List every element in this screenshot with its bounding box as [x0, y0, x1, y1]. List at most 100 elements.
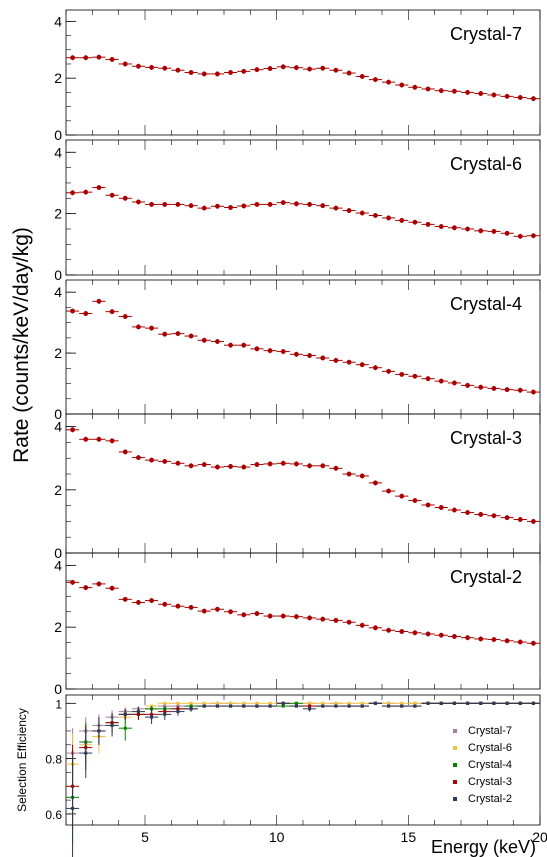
data-point [452, 380, 457, 386]
data-point [321, 701, 325, 705]
data-point [136, 710, 140, 714]
data-point [478, 91, 484, 96]
panel-title: Crystal-2 [450, 567, 522, 587]
data-point [71, 806, 75, 810]
data-point [254, 202, 260, 207]
data-point [465, 382, 470, 388]
data-point [320, 616, 326, 622]
data-point [136, 199, 141, 205]
data-point [70, 55, 75, 61]
data-point [399, 629, 405, 634]
legend-entry: Crystal-6 [468, 742, 512, 754]
legend-marker [453, 729, 457, 733]
data-point [320, 65, 326, 71]
data-point [479, 701, 483, 705]
data-point [346, 359, 352, 365]
y-axis-label: Rate (counts/keV/day/kg) [10, 227, 33, 463]
data-point [201, 71, 207, 77]
y-tick-label: 2 [54, 70, 62, 86]
data-point [320, 355, 326, 361]
data-point [387, 704, 391, 708]
y-tick-label: 4 [54, 144, 62, 160]
data-point [109, 192, 115, 198]
data-point [241, 342, 247, 348]
data-point [188, 203, 194, 209]
data-point [346, 471, 352, 477]
y-tick-label: 4 [54, 419, 62, 435]
data-point [267, 613, 273, 619]
data-point [452, 88, 457, 94]
data-point [478, 512, 484, 517]
y-tick-label: 4 [54, 13, 62, 29]
data-point [504, 387, 510, 393]
data-point [149, 457, 154, 463]
legend-marker [453, 797, 457, 801]
data-point [320, 463, 326, 469]
data-point [149, 598, 154, 603]
data-point [308, 701, 312, 705]
data-point [413, 704, 417, 708]
data-point [504, 93, 510, 99]
data-point [123, 726, 127, 730]
data-point [175, 331, 181, 336]
data-point [412, 219, 418, 225]
data-point [176, 710, 180, 714]
data-point [531, 519, 536, 524]
data-point [425, 502, 431, 508]
data-point [109, 438, 115, 444]
data-point [399, 493, 405, 499]
data-point [188, 333, 194, 339]
data-point [504, 638, 510, 644]
data-point [439, 701, 443, 705]
legend-marker [453, 763, 457, 767]
data-point [386, 368, 391, 374]
data-point [70, 308, 75, 314]
data-point [517, 517, 523, 522]
data-point [280, 200, 286, 205]
data-point [360, 701, 364, 705]
data-point [70, 190, 75, 196]
data-point [466, 701, 470, 705]
data-point [531, 640, 536, 646]
data-point [386, 488, 391, 494]
data-point [307, 353, 312, 358]
y-tick-label: 4 [54, 557, 62, 573]
data-point [163, 712, 167, 716]
data-point [426, 701, 430, 705]
data-point [175, 67, 181, 73]
x-tick-label: 20 [532, 829, 547, 845]
data-point [201, 608, 207, 614]
data-point [162, 331, 168, 337]
data-point [491, 92, 497, 98]
efficiency-y-label: Selection Efficiency [15, 708, 29, 812]
data-point [188, 605, 194, 610]
data-point [438, 88, 444, 94]
data-point [307, 615, 312, 621]
data-point [425, 631, 431, 637]
x-tick-label: 5 [141, 829, 149, 845]
panel-5: 0 2 4 Crystal-2 [54, 552, 541, 697]
data-point [333, 67, 339, 73]
data-point [255, 701, 259, 705]
panel-1: 0 2 4 Crystal-7 [54, 9, 541, 143]
data-point [412, 373, 418, 379]
data-point [412, 84, 418, 90]
data-point [149, 64, 154, 70]
data-point [438, 378, 444, 384]
y-tick-label: 0 [54, 681, 62, 697]
data-point [412, 498, 418, 503]
y-tick-label: 2 [54, 482, 62, 498]
data-point [109, 585, 115, 591]
panel-2: 0 2 4 Crystal-6 [54, 139, 541, 283]
data-point [136, 600, 141, 605]
y-tick-label: 4 [54, 284, 62, 300]
data-point [359, 622, 365, 628]
data-point [333, 617, 339, 623]
data-point [359, 210, 365, 216]
data-point [215, 339, 220, 344]
data-point [478, 384, 484, 390]
data-point [254, 346, 260, 352]
panel-title: Crystal-6 [450, 154, 522, 174]
